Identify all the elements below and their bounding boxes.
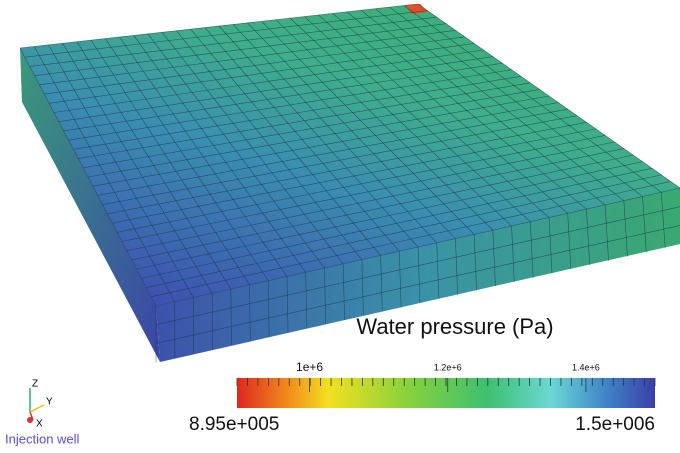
tick-label: 1e+6 <box>296 360 323 374</box>
colorbar-title: Water pressure (Pa) <box>356 314 553 339</box>
axes-triad: Z Y X <box>27 379 53 430</box>
axis-z-label: Z <box>32 379 38 390</box>
tick-label: 1.4e+6 <box>572 362 600 372</box>
tick-label: 1.2e+6 <box>434 362 462 372</box>
reservoir-mesh <box>20 4 680 362</box>
axis-y-label: Y <box>46 397 53 408</box>
range-max-label: 1.5e+006 <box>575 414 655 435</box>
viewport: Water pressure (Pa) Z Y X Injection well… <box>0 0 680 453</box>
axis-x-label: X <box>36 419 43 430</box>
range-min-label: 8.95e+005 <box>189 414 279 435</box>
caption: Injection well <box>5 431 80 446</box>
